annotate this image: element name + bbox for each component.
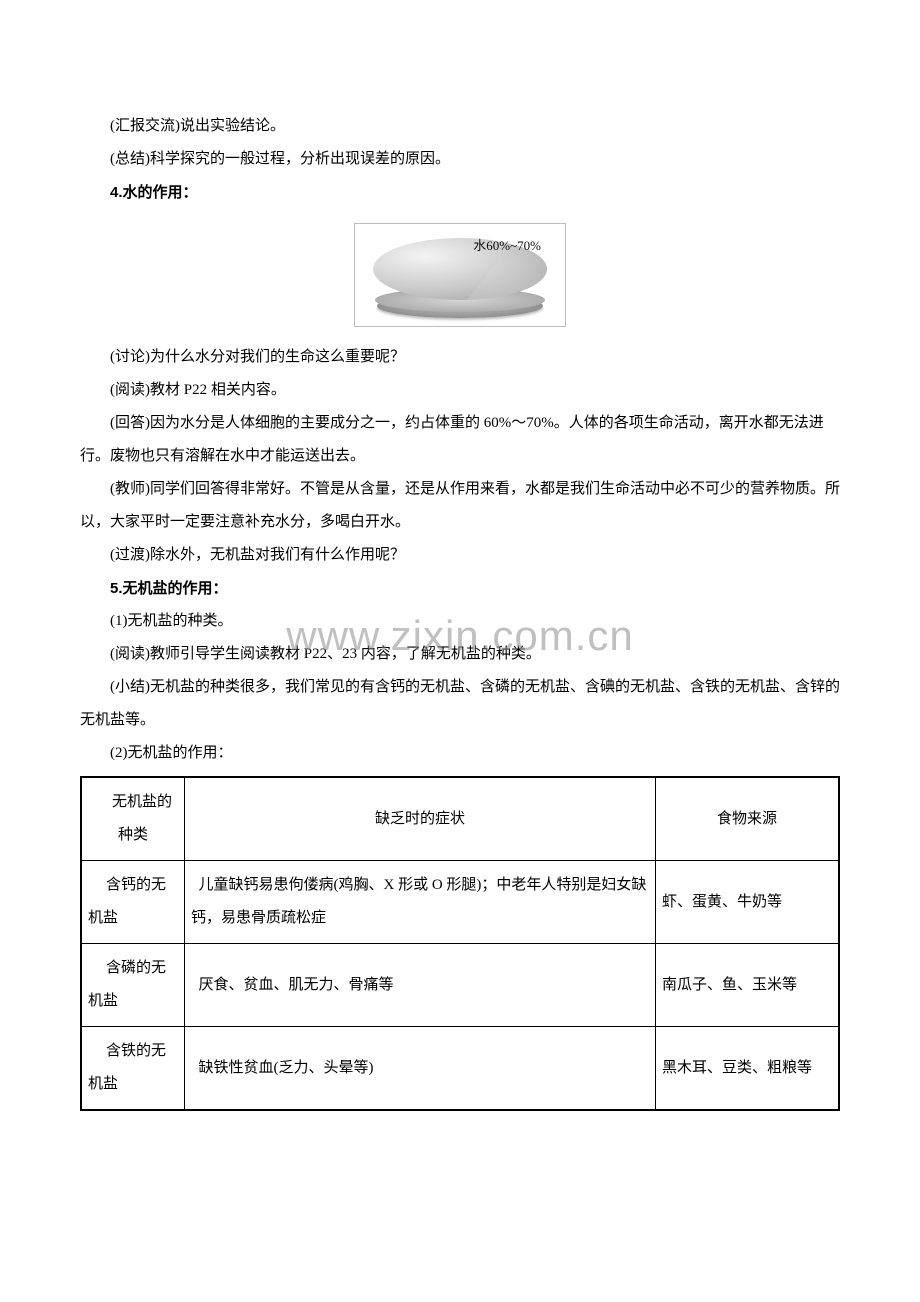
paragraph: (2)无机盐的作用：	[80, 737, 840, 770]
table-cell: 缺铁性贫血(乏力、头晕等)	[185, 1027, 656, 1111]
paragraph: (过渡)除水外，无机盐对我们有什么作用呢？	[80, 539, 840, 572]
pie-label: 水60%~70%	[473, 232, 541, 261]
table-cell: 含铁的无机盐	[81, 1027, 185, 1111]
table-cell: 虾、蛋黄、牛奶等	[656, 861, 840, 944]
section-heading-water: 4.水的作用：	[80, 176, 840, 209]
section-heading-minerals: 5.无机盐的作用：	[80, 572, 840, 605]
table-row: 含铁的无机盐 缺铁性贫血(乏力、头晕等) 黑木耳、豆类、粗粮等	[81, 1027, 839, 1111]
paragraph: (小结)无机盐的种类很多，我们常见的有含钙的无机盐、含磷的无机盐、含碘的无机盐、…	[80, 671, 840, 737]
table-row: 含钙的无机盐 儿童缺钙易患佝偻病(鸡胸、X 形或 O 形腿)；中老年人特别是妇女…	[81, 861, 839, 944]
pie-chart-container: 水60%~70%	[80, 223, 840, 327]
paragraph: (总结)科学探究的一般过程，分析出现误差的原因。	[80, 143, 840, 176]
minerals-table: 无机盐的种类 缺乏时的症状 食物来源 含钙的无机盐 儿童缺钙易患佝偻病(鸡胸、X…	[80, 776, 840, 1111]
paragraph: (讨论)为什么水分对我们的生命这么重要呢？	[80, 341, 840, 374]
table-cell: 黑木耳、豆类、粗粮等	[656, 1027, 840, 1111]
pie-chart: 水60%~70%	[354, 223, 566, 327]
table-header-row: 无机盐的种类 缺乏时的症状 食物来源	[81, 777, 839, 861]
table-header: 无机盐的种类	[81, 777, 185, 861]
table-cell: 儿童缺钙易患佝偻病(鸡胸、X 形或 O 形腿)；中老年人特别是妇女缺钙，易患骨质…	[185, 861, 656, 944]
table-cell: 厌食、贫血、肌无力、骨痛等	[185, 944, 656, 1027]
paragraph: (教师)同学们回答得非常好。不管是从含量，还是从作用来看，水都是我们生命活动中必…	[80, 473, 840, 539]
table-header: 缺乏时的症状	[185, 777, 656, 861]
paragraph: (回答)因为水分是人体细胞的主要成分之一，约占体重的 60%～70%。人体的各项…	[80, 407, 840, 473]
paragraph: (阅读)教师引导学生阅读教材 P22、23 内容，了解无机盐的种类。	[80, 638, 840, 671]
document-page: (汇报交流)说出实验结论。 (总结)科学探究的一般过程，分析出现误差的原因。 4…	[0, 0, 920, 1151]
table-header: 食物来源	[656, 777, 840, 861]
table-cell: 含钙的无机盐	[81, 861, 185, 944]
paragraph: (1)无机盐的种类。	[80, 605, 840, 638]
table-cell: 含磷的无机盐	[81, 944, 185, 1027]
paragraph: (汇报交流)说出实验结论。	[80, 110, 840, 143]
paragraph: (阅读)教材 P22 相关内容。	[80, 374, 840, 407]
table-cell: 南瓜子、鱼、玉米等	[656, 944, 840, 1027]
table-row: 含磷的无机盐 厌食、贫血、肌无力、骨痛等 南瓜子、鱼、玉米等	[81, 944, 839, 1027]
